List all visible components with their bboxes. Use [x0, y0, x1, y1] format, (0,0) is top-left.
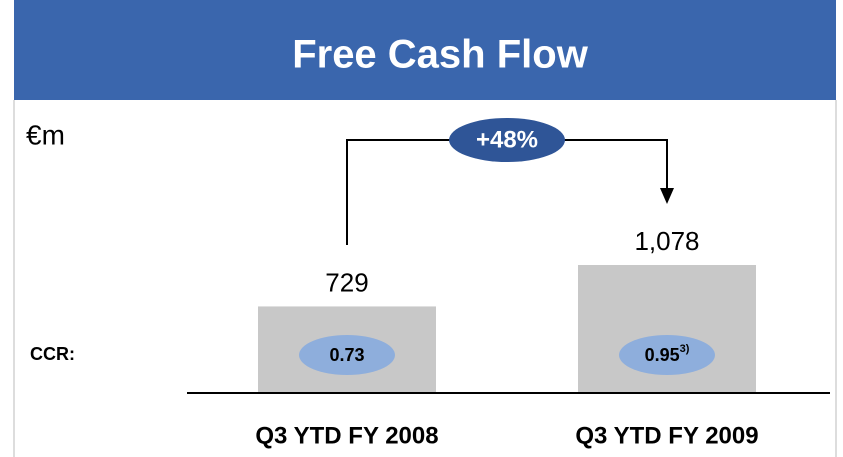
x-tick-label: Q3 YTD FY 2009 — [575, 422, 758, 449]
ccr-number: 0.73 — [329, 345, 364, 365]
arrow-head — [660, 188, 674, 204]
ccr-badge — [299, 335, 395, 375]
ccr-value: 0.953) — [645, 343, 690, 365]
growth-badge — [449, 118, 565, 162]
ccr-badge — [619, 335, 715, 375]
growth-annotation: +48% — [476, 126, 538, 153]
value-label: 1,078 — [634, 226, 699, 256]
ccr-footnote: 3) — [680, 343, 690, 355]
unit-label: €m — [26, 119, 65, 150]
value-label: 729 — [325, 267, 368, 297]
ccr-number: 0.95 — [645, 345, 680, 365]
ccr-label: CCR: — [30, 344, 75, 364]
x-tick-label: Q3 YTD FY 2008 — [255, 422, 438, 449]
chart-title: Free Cash Flow — [292, 33, 589, 77]
ccr-value: 0.73 — [329, 345, 364, 365]
title-band — [14, 0, 836, 100]
